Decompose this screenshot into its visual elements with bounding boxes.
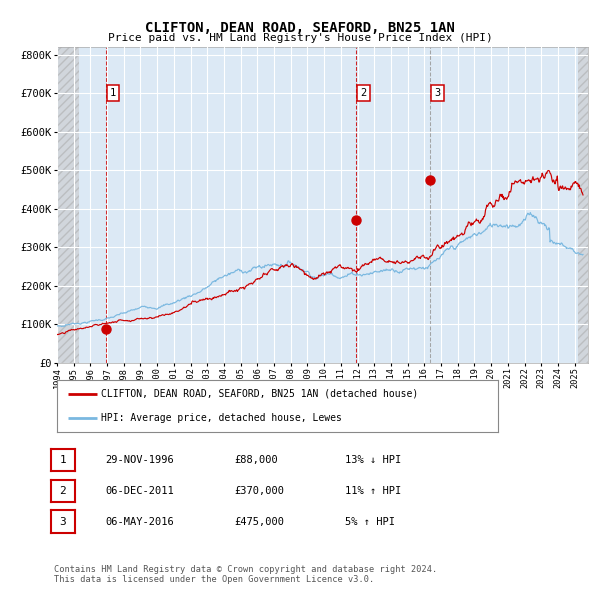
Text: 1: 1 <box>59 455 67 465</box>
Text: CLIFTON, DEAN ROAD, SEAFORD, BN25 1AN: CLIFTON, DEAN ROAD, SEAFORD, BN25 1AN <box>145 21 455 35</box>
Text: Contains HM Land Registry data © Crown copyright and database right 2024.
This d: Contains HM Land Registry data © Crown c… <box>54 565 437 584</box>
Text: 2: 2 <box>361 88 367 98</box>
Text: 2: 2 <box>59 486 67 496</box>
Bar <box>57 47 79 363</box>
Text: 11% ↑ HPI: 11% ↑ HPI <box>345 486 401 496</box>
Text: 3: 3 <box>59 517 67 526</box>
Text: CLIFTON, DEAN ROAD, SEAFORD, BN25 1AN (detached house): CLIFTON, DEAN ROAD, SEAFORD, BN25 1AN (d… <box>101 389 418 399</box>
Text: £88,000: £88,000 <box>234 455 278 465</box>
Text: 5% ↑ HPI: 5% ↑ HPI <box>345 517 395 526</box>
Bar <box>578 47 595 363</box>
Text: 29-NOV-1996: 29-NOV-1996 <box>105 455 174 465</box>
Text: £475,000: £475,000 <box>234 517 284 526</box>
Text: 3: 3 <box>434 88 440 98</box>
Text: 13% ↓ HPI: 13% ↓ HPI <box>345 455 401 465</box>
Text: HPI: Average price, detached house, Lewes: HPI: Average price, detached house, Lewe… <box>101 413 342 423</box>
Text: 06-MAY-2016: 06-MAY-2016 <box>105 517 174 526</box>
Text: £370,000: £370,000 <box>234 486 284 496</box>
Text: 06-DEC-2011: 06-DEC-2011 <box>105 486 174 496</box>
Text: Price paid vs. HM Land Registry's House Price Index (HPI): Price paid vs. HM Land Registry's House … <box>107 33 493 43</box>
Text: 1: 1 <box>110 88 116 98</box>
